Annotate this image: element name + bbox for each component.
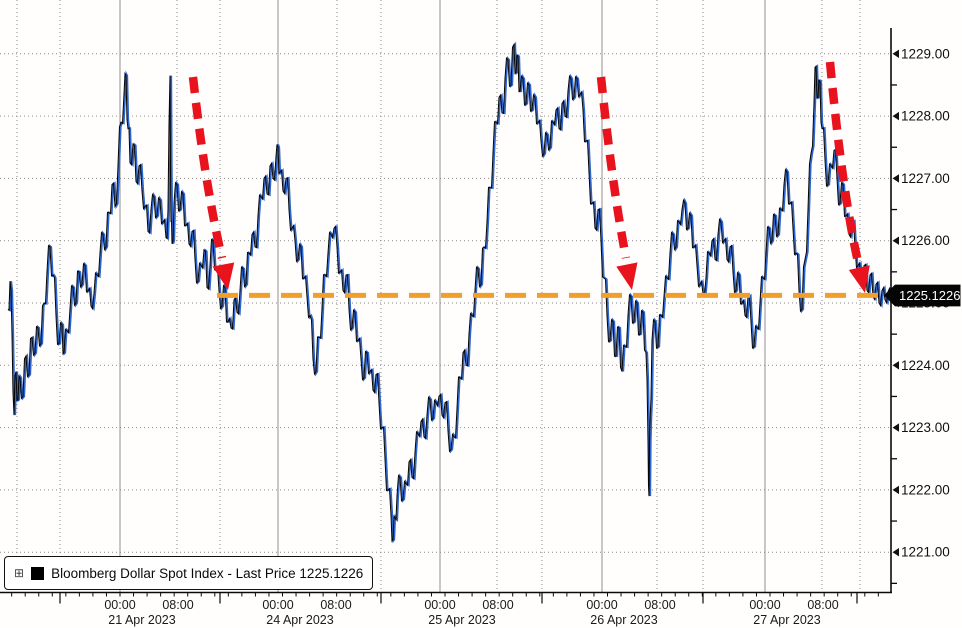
legend-box[interactable]: ⊞ Bloomberg Dollar Spot Index - Last Pri… <box>4 556 374 590</box>
x-axis-time-label: 00:00 <box>424 598 455 612</box>
series-line-black <box>7 42 892 543</box>
y-axis-pointer-icon <box>892 485 899 495</box>
x-axis-time-label: 00:00 <box>586 598 617 612</box>
series-line-blue <box>8 41 894 544</box>
y-axis-label: 1226.00 <box>901 233 950 248</box>
y-axis-pointer-icon <box>892 361 899 370</box>
price-series <box>7 41 894 544</box>
y-axis-pointer-icon <box>892 174 899 183</box>
x-axis-time-label: 08:00 <box>482 598 513 612</box>
y-axis-label: 1224.00 <box>901 358 950 373</box>
red-arrow-head <box>212 262 235 290</box>
y-axis-pointer-icon <box>892 111 899 121</box>
down-arrow-annotations <box>188 61 870 293</box>
x-axis-date-label: 24 Apr 2023 <box>266 613 333 627</box>
x-axis-time-label: 00:00 <box>262 598 293 612</box>
legend-series-label: Bloomberg Dollar Spot Index - Last Price… <box>51 565 364 581</box>
y-axis-label: 1221.00 <box>901 545 950 560</box>
y-axis-label: 1223.00 <box>901 420 950 435</box>
y-axis-pointer-icon <box>892 236 899 245</box>
y-axis-label: 1229.00 <box>901 46 950 61</box>
y-axis: 1229.001228.001227.001226.001225.001224.… <box>890 28 950 593</box>
x-axis-time-label: 08:00 <box>162 598 193 612</box>
y-axis-label: 1227.00 <box>901 171 950 186</box>
x-axis-time-label: 08:00 <box>807 598 838 612</box>
red-dashed-arrow-shaft <box>188 76 227 259</box>
last-price-tag-value: 1225.1226 <box>899 288 960 303</box>
x-axis-time-label: 08:00 <box>644 598 675 612</box>
last-price-tag-shape <box>884 284 961 307</box>
red-dashed-arrow-shaft <box>825 61 863 263</box>
y-axis-pointer-icon <box>892 548 899 557</box>
y-axis-label: 1222.00 <box>901 482 950 497</box>
x-axis-date-label: 27 Apr 2023 <box>753 613 820 627</box>
red-arrow-head <box>848 265 870 293</box>
y-axis-label: 1228.00 <box>901 109 950 124</box>
red-dashed-arrow-shaft <box>596 76 631 259</box>
x-axis-time-label: 00:00 <box>749 598 780 612</box>
x-axis-time-label: 08:00 <box>320 598 351 612</box>
x-axis-date-label: 26 Apr 2023 <box>590 613 657 627</box>
legend-series-swatch <box>31 566 45 580</box>
x-axis-date-label: 25 Apr 2023 <box>428 613 495 627</box>
legend-expand-icon[interactable]: ⊞ <box>14 566 25 580</box>
y-axis-pointer-icon <box>892 423 899 432</box>
y-axis-pointer-icon <box>892 49 899 58</box>
red-arrow-head <box>616 262 638 290</box>
last-price-tag: 1225.1226 <box>884 284 961 307</box>
x-axis-date-label: 21 Apr 2023 <box>108 613 175 627</box>
x-axis-time-label: 00:00 <box>104 598 135 612</box>
